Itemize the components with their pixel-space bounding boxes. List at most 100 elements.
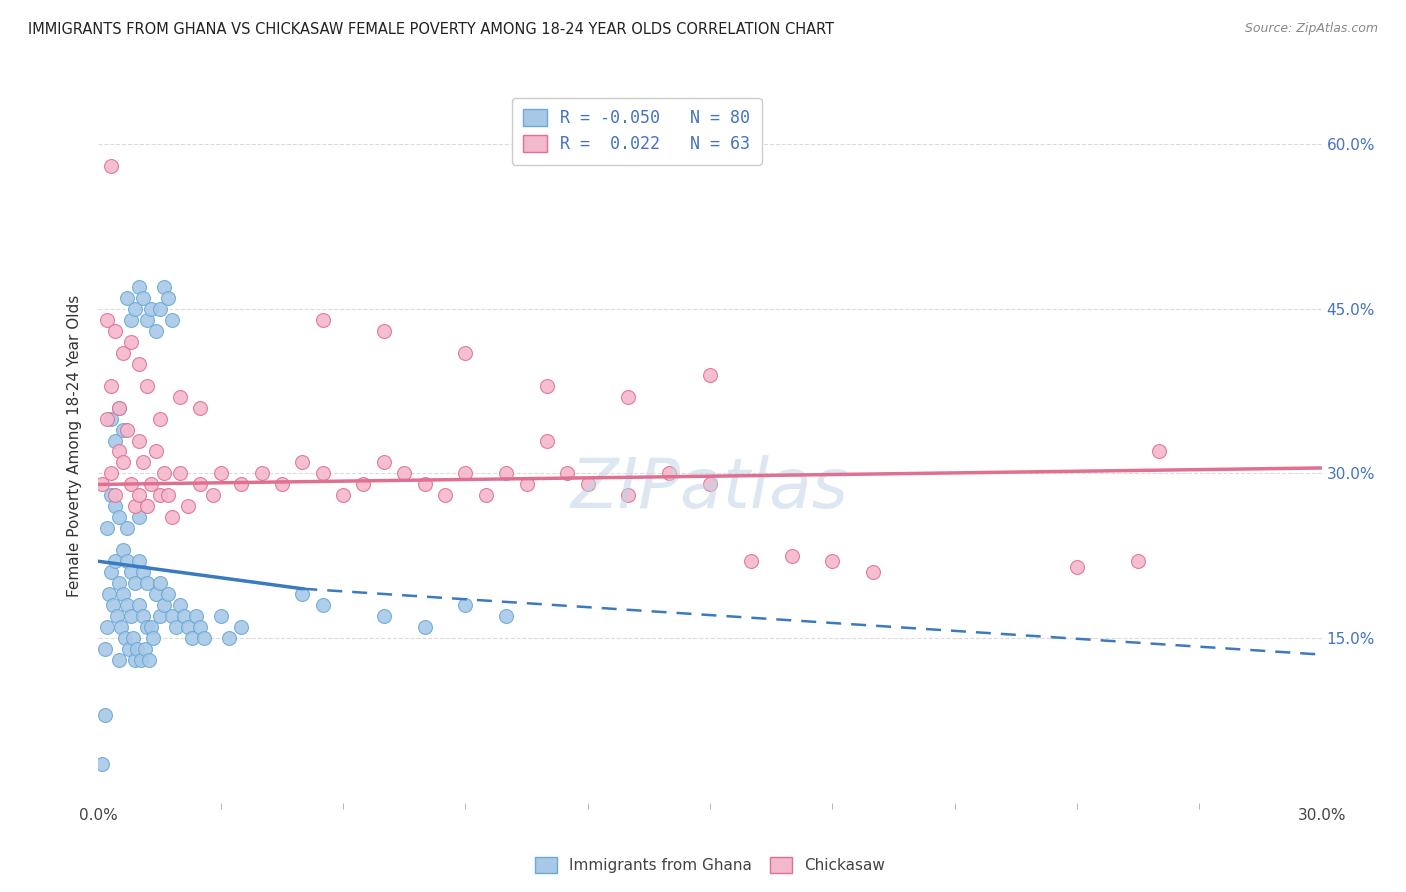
Point: [188, 401, 212, 415]
Point: [124, 576, 146, 591]
Point: [127, 642, 149, 657]
Point: [160, 510, 183, 524]
Point: [149, 301, 172, 316]
Point: [134, 642, 156, 657]
Point: [97, 587, 120, 601]
Point: [128, 510, 150, 524]
Point: [93, 642, 115, 657]
Point: [188, 477, 212, 491]
Point: [124, 301, 146, 316]
Point: [454, 598, 477, 612]
Point: [821, 554, 844, 568]
Point: [145, 324, 167, 338]
Point: [111, 345, 134, 359]
Point: [100, 566, 122, 580]
Point: [145, 587, 167, 601]
Point: [132, 455, 155, 469]
Point: [120, 566, 142, 580]
Text: Source: ZipAtlas.com: Source: ZipAtlas.com: [1244, 22, 1378, 36]
Point: [373, 455, 395, 469]
Point: [156, 488, 179, 502]
Point: [392, 467, 416, 481]
Point: [617, 488, 640, 502]
Point: [495, 467, 517, 481]
Point: [124, 500, 146, 514]
Point: [104, 554, 127, 568]
Point: [118, 642, 141, 657]
Point: [108, 510, 131, 524]
Point: [145, 444, 167, 458]
Point: [149, 576, 172, 591]
Point: [108, 401, 131, 415]
Point: [108, 401, 131, 415]
Y-axis label: Female Poverty Among 18-24 Year Olds: Female Poverty Among 18-24 Year Olds: [67, 295, 83, 597]
Point: [128, 357, 150, 371]
Point: [120, 609, 142, 624]
Point: [111, 423, 134, 437]
Point: [658, 467, 681, 481]
Point: [136, 576, 159, 591]
Point: [576, 477, 599, 491]
Point: [111, 587, 134, 601]
Point: [105, 609, 128, 624]
Point: [136, 500, 159, 514]
Point: [111, 455, 134, 469]
Point: [201, 488, 224, 502]
Point: [740, 554, 762, 568]
Point: [291, 455, 314, 469]
Point: [115, 554, 138, 568]
Point: [270, 477, 294, 491]
Point: [132, 291, 155, 305]
Point: [152, 280, 174, 294]
Point: [141, 301, 163, 316]
Point: [173, 609, 195, 624]
Point: [312, 467, 335, 481]
Point: [128, 488, 150, 502]
Point: [108, 444, 131, 458]
Point: [209, 467, 232, 481]
Point: [96, 620, 118, 634]
Point: [156, 587, 179, 601]
Point: [132, 566, 155, 580]
Point: [181, 631, 204, 645]
Point: [108, 576, 131, 591]
Point: [115, 598, 138, 612]
Point: [699, 368, 721, 382]
Point: [165, 620, 187, 634]
Point: [100, 411, 122, 425]
Legend: Immigrants from Ghana, Chickasaw: Immigrants from Ghana, Chickasaw: [527, 849, 893, 880]
Point: [373, 609, 395, 624]
Point: [115, 521, 138, 535]
Point: [128, 434, 150, 448]
Point: [136, 312, 159, 326]
Point: [1066, 559, 1088, 574]
Point: [413, 620, 436, 634]
Point: [91, 757, 114, 772]
Point: [209, 609, 232, 624]
Point: [557, 467, 579, 481]
Point: [141, 620, 163, 634]
Point: [104, 500, 127, 514]
Point: [114, 631, 136, 645]
Point: [373, 324, 395, 338]
Point: [1147, 444, 1170, 458]
Point: [250, 467, 273, 481]
Point: [100, 467, 122, 481]
Point: [100, 159, 122, 173]
Point: [152, 598, 174, 612]
Point: [780, 549, 803, 563]
Point: [115, 291, 138, 305]
Point: [128, 598, 150, 612]
Point: [124, 653, 146, 667]
Point: [141, 477, 163, 491]
Point: [352, 477, 374, 491]
Point: [156, 291, 179, 305]
Point: [177, 620, 200, 634]
Point: [699, 477, 721, 491]
Point: [454, 467, 477, 481]
Point: [312, 312, 335, 326]
Point: [149, 488, 172, 502]
Point: [110, 620, 132, 634]
Point: [291, 587, 314, 601]
Point: [516, 477, 538, 491]
